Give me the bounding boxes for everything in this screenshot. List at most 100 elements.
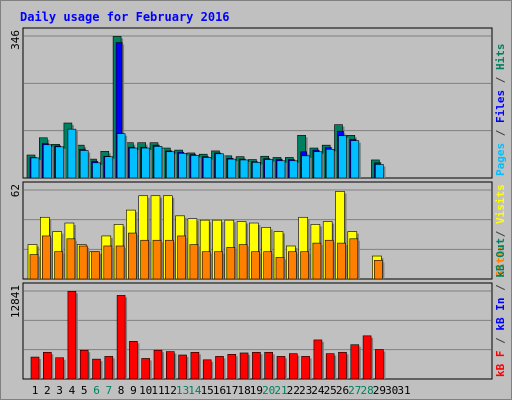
x-tick-label: 15 (201, 384, 214, 397)
x-tick-label: 12 (164, 384, 177, 397)
x-tick-label: 21 (274, 384, 287, 397)
bar-pages-day-17 (227, 158, 237, 179)
chart-title: Daily usage for February 2016 (20, 10, 230, 24)
bar-kb-f-day-17 (227, 354, 237, 380)
bar-kb-f-day-16 (215, 356, 224, 380)
bar-kb-f-day-14 (190, 351, 200, 380)
bar-kb-f-day-2 (42, 351, 52, 380)
bar-pages-day-25 (325, 148, 335, 179)
bar-pages-day-27 (350, 140, 360, 179)
bar-pages-day-15 (202, 157, 212, 179)
legend-part: Pages (494, 143, 507, 176)
bar-sites-day-27 (349, 238, 359, 280)
x-tick-label: 28 (360, 384, 373, 397)
bar-kb-f-day-29 (375, 349, 384, 380)
bar-kb-f-day-12 (166, 351, 175, 380)
x-tick-label: 2 (44, 384, 51, 397)
x-tick-label: 27 (348, 384, 361, 397)
bar-kb-f-day-28 (362, 335, 372, 380)
bar-pages-day-16 (215, 153, 224, 179)
bar-sites-day-8 (115, 245, 125, 280)
bar-pages-day-29 (375, 164, 384, 179)
x-tick-label: 26 (336, 384, 349, 397)
x-tick-label: 14 (188, 384, 202, 397)
bar-sites-day-15 (201, 251, 211, 280)
bar-kb-f-day-19 (252, 351, 261, 380)
bar-sites-day-17 (226, 247, 236, 280)
legend-part: Hits (494, 44, 507, 71)
bar-pages-day-6 (92, 162, 101, 179)
x-tick-label: 1 (32, 384, 39, 397)
bar-pages-day-21 (276, 160, 286, 179)
bar-sites-day-22 (287, 251, 297, 280)
bar-pages-day-2 (42, 144, 52, 179)
bar-sites-day-6 (91, 251, 100, 280)
x-tick-label: 17 (225, 384, 238, 397)
legend-part: kB In (494, 298, 507, 331)
x-tick-label: 7 (105, 384, 112, 397)
legend-part: Sites (494, 244, 507, 277)
legend-part: / (494, 278, 507, 298)
bar-kb-f-day-3 (55, 357, 64, 380)
series-legend-label: Sites / Visits (494, 184, 507, 277)
bar-kb-f-day-11 (153, 349, 163, 380)
x-tick-label: 31 (397, 384, 410, 397)
bar-kb-f-day-18 (239, 352, 249, 380)
bar-sites-day-23 (300, 251, 309, 280)
x-tick-label: 16 (213, 384, 226, 397)
x-tick-label: 25 (324, 384, 337, 397)
bar-kb-f-day-22 (288, 353, 298, 380)
bar-sites-day-2 (41, 235, 51, 280)
bar-kb-f-day-15 (202, 359, 212, 380)
x-tick-label: 11 (151, 384, 164, 397)
bar-pages-day-22 (288, 160, 298, 179)
x-tick-label: 6 (93, 384, 100, 397)
x-tick-label: 13 (176, 384, 189, 397)
legend-part: kB F (494, 351, 507, 378)
bar-kb-f-day-23 (301, 356, 310, 380)
x-tick-label: 29 (373, 384, 386, 397)
bar-pages-day-18 (239, 159, 249, 179)
y-max-label: 62 (9, 184, 22, 197)
legend-part: / (494, 123, 507, 143)
bar-pages-day-1 (30, 157, 40, 179)
bar-pages-day-5 (79, 150, 89, 179)
x-tick-label: 19 (250, 384, 263, 397)
bar-kb-f-day-6 (92, 358, 101, 380)
x-tick-label: 8 (118, 384, 125, 397)
bar-sites-day-9 (128, 232, 137, 280)
bar-kb-f-day-25 (325, 353, 335, 380)
bar-kb-f-day-20 (264, 351, 274, 380)
bar-sites-day-5 (78, 245, 88, 280)
bar-kb-f-day-8 (116, 295, 126, 380)
x-axis-labels: 1 2 3 4 5 6 7 8 9 10 11 12 13 14 15 16 17 18 19 20 21 22 23 24 2… (32, 384, 411, 397)
bar-sites-day-3 (54, 251, 63, 280)
series-legend-label: kB F / kB In / kB Out (494, 238, 507, 377)
x-tick-label: 22 (287, 384, 300, 397)
bar-sites-day-14 (189, 244, 199, 280)
series-legend-label: Pages / Files / Hits (494, 44, 507, 177)
bar-sites-day-4 (66, 238, 76, 280)
bar-pages-day-4 (67, 128, 77, 179)
bar-pages-day-20 (264, 159, 274, 179)
x-tick-label: 23 (299, 384, 312, 397)
bar-sites-day-24 (312, 242, 322, 280)
legend-part: kB Out (494, 238, 507, 278)
bar-pages-day-8 (116, 133, 126, 179)
bar-kb-f-day-1 (30, 356, 40, 380)
bar-sites-day-13 (177, 235, 186, 280)
bar-pages-day-12 (166, 151, 175, 179)
bar-sites-day-18 (238, 244, 248, 280)
y-max-label: 12841 (9, 285, 22, 318)
bar-pages-day-9 (129, 147, 138, 179)
bar-sites-day-25 (324, 239, 334, 280)
bar-pages-day-14 (190, 155, 200, 179)
legend-part: / (494, 224, 507, 244)
bar-pages-day-7 (104, 156, 114, 179)
bar-kb-f-day-13 (178, 354, 187, 380)
bar-pages-day-13 (178, 153, 187, 179)
bar-pages-day-3 (55, 146, 64, 179)
bar-sites-day-7 (103, 245, 113, 280)
